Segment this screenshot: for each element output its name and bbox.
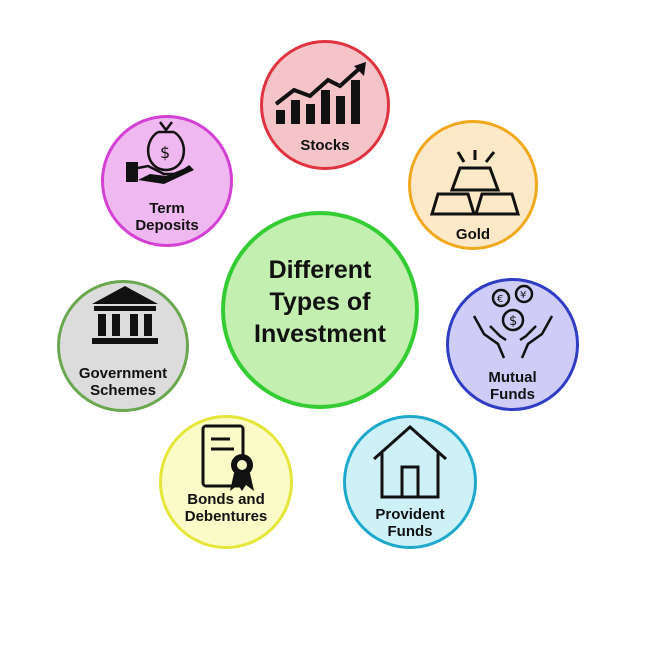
mutual-funds-circle: [446, 278, 579, 411]
gold-bars-icon: [429, 150, 521, 216]
government-building-icon: [92, 286, 158, 344]
bonds-debentures-label: Bonds and Debentures: [184, 491, 268, 525]
gold-label: Gold: [455, 226, 491, 243]
hands-coins-icon: € ¥ $: [472, 284, 554, 359]
house-icon: [373, 425, 447, 499]
money-bag-hand-icon: $: [126, 121, 194, 184]
diagram-title: Different Types of Investment: [254, 256, 386, 348]
center-circle: [221, 211, 419, 409]
stocks-label: Stocks: [300, 137, 350, 154]
svg-text:€: €: [497, 294, 503, 305]
svg-text:¥: ¥: [520, 290, 526, 301]
svg-text:$: $: [509, 314, 517, 329]
svg-text:$: $: [160, 143, 170, 162]
provident-funds-circle: [343, 415, 477, 549]
government-schemes-label: Government Schemes: [78, 365, 168, 399]
government-schemes-circle: [57, 280, 189, 412]
mutual-funds-label: Mutual Funds: [488, 369, 537, 403]
term-deposits-label: Term Deposits: [135, 200, 199, 234]
gold-circle: [408, 120, 538, 250]
certificate-icon: [201, 424, 254, 491]
bar-chart-growth-icon: [274, 62, 366, 124]
bonds-debentures-circle: [159, 415, 293, 549]
provident-funds-label: Provident Funds: [375, 506, 445, 540]
